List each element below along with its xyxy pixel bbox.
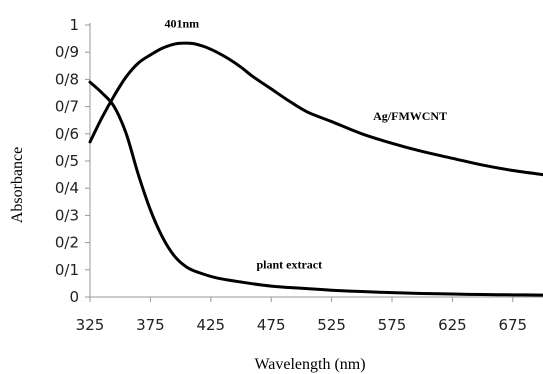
x-tick-label: 625	[438, 316, 467, 334]
y-axis-title: Absorbance	[9, 147, 26, 223]
annotations: 401nm Ag/FMWCNT plant extract	[164, 17, 447, 272]
series-lines	[88, 41, 543, 297]
y-tick-label: 0/6	[55, 125, 79, 143]
y-tick-label: 0/9	[55, 43, 79, 61]
y-tick-label: 0/5	[55, 152, 79, 170]
x-axis-ticks: 325 375 425 475 525 575 625 675	[76, 297, 527, 334]
x-tick-label: 425	[196, 316, 225, 334]
y-tick-label: 0/4	[55, 179, 79, 197]
y-tick-label: 0/1	[55, 261, 79, 279]
y-tick-label: 0/7	[55, 98, 79, 116]
y-tick-label: 0/8	[55, 70, 79, 88]
y-tick-label: 0/2	[55, 234, 79, 252]
y-tick-label: 0	[69, 288, 79, 306]
x-tick-label: 575	[378, 316, 407, 334]
y-axis-ticks: 0 0/1 0/2 0/3 0/4 0/5 0/6 0/7 0/8 0/9 1	[55, 16, 90, 306]
y-tick-label: 1	[69, 16, 79, 34]
annotation-label: 401nm	[164, 17, 199, 31]
annotation-label: plant extract	[256, 257, 322, 271]
y-tick-label: 0/3	[55, 206, 79, 224]
x-tick-label: 375	[136, 316, 165, 334]
series-line-ag-fmwcnt	[88, 41, 543, 177]
x-tick-label: 325	[76, 316, 105, 334]
annotation-label: Ag/FMWCNT	[373, 109, 447, 123]
x-tick-label: 525	[317, 316, 346, 334]
x-tick-label: 475	[257, 316, 286, 334]
x-tick-label: 675	[498, 316, 527, 334]
series-line-plant-extract	[88, 80, 543, 297]
x-axis-title: Wavelength (nm)	[254, 356, 365, 373]
